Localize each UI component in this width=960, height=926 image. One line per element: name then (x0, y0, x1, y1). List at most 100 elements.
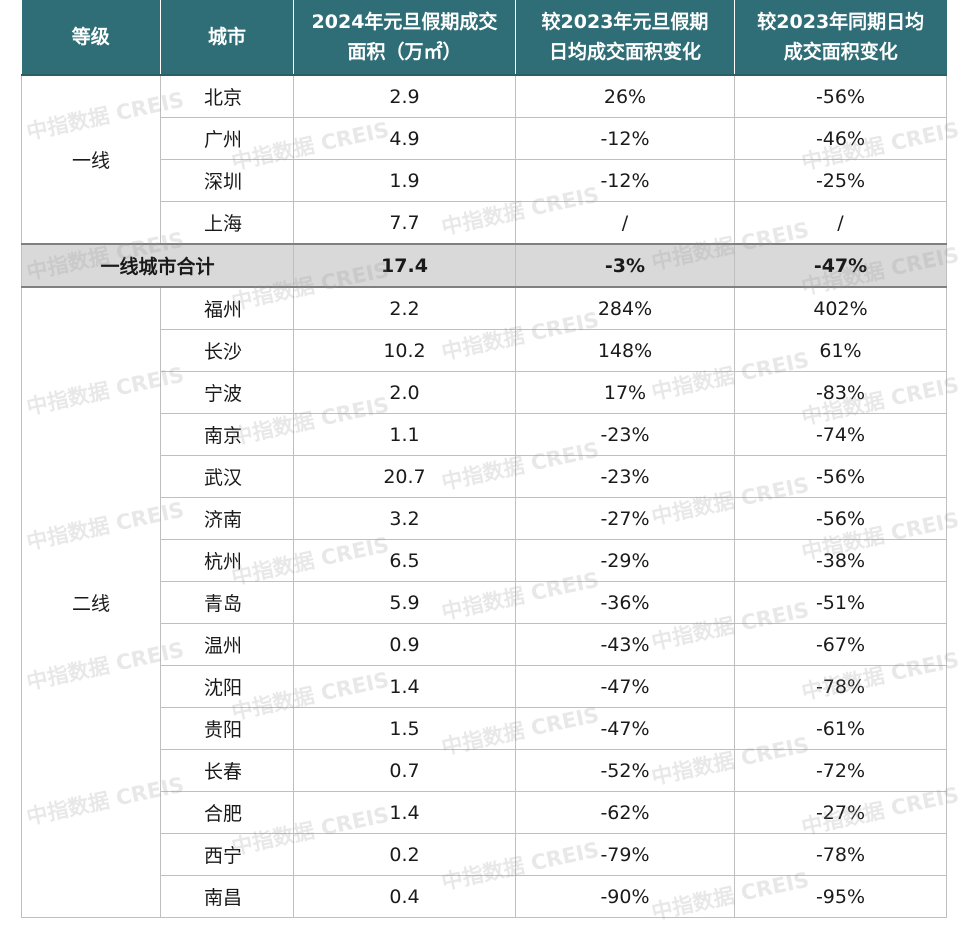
vs-period-value: -25% (734, 159, 947, 202)
table-row: 长春 0.7 -52% -72% (22, 749, 947, 792)
vs-holiday-value: -79% (515, 833, 735, 876)
vs-period-value: -51% (734, 581, 947, 624)
vs-holiday-value: -43% (515, 623, 735, 666)
city-name: 济南 (160, 497, 294, 540)
table-row: 杭州 6.5 -29% -38% (22, 539, 947, 582)
tier-label: 一线 (21, 75, 161, 245)
vs-period-value: -56% (734, 455, 947, 498)
area-value: 1.9 (293, 159, 516, 202)
table-row: 贵阳 1.5 -47% -61% (22, 707, 947, 750)
area-value: 1.4 (293, 791, 516, 834)
table-row: 长沙 10.2 148% 61% (22, 329, 947, 372)
table-row: 深圳 1.9 -12% -25% (22, 159, 947, 202)
header-tier: 等级 (21, 0, 161, 76)
area-value: 0.9 (293, 623, 516, 666)
table-row: 上海 7.7// (22, 201, 947, 245)
vs-period-value: -72% (734, 749, 947, 792)
area-value: 20.7 (293, 455, 516, 498)
table-row: 温州 0.9 -43% -67% (22, 623, 947, 666)
table-row: 武汉 20.7 -23% -56% (22, 455, 947, 498)
vs-period-value: 61% (734, 329, 947, 372)
area-value: 2.2 (293, 287, 516, 330)
table-row: 沈阳 1.4 -47% -78% (22, 665, 947, 708)
data-table: 等级 城市 2024年元旦假期成交 面积（万㎡） 较2023年元旦假期 日均成交… (21, 0, 947, 918)
vs-holiday-value: / (515, 201, 735, 245)
tier1-total-row: 一线城市合计 17.4 -3% -47% (21, 243, 947, 288)
data-table-wrapper: 等级 城市 2024年元旦假期成交 面积（万㎡） 较2023年元旦假期 日均成交… (21, 0, 947, 918)
table-row: 广州 4.9 -12% -46% (22, 117, 947, 160)
area-value: 2.0 (293, 371, 516, 414)
vs-holiday-value: -12% (515, 159, 735, 202)
header-city: 城市 (160, 0, 294, 76)
city-name: 上海 (160, 201, 294, 245)
vs-period-value: 402% (734, 287, 947, 330)
vs-period-value: -56% (734, 75, 947, 118)
vs-holiday-value: -47% (515, 707, 735, 750)
area-value: 3.2 (293, 497, 516, 540)
header-vs-period: 较2023年同期日均 成交面积变化 (734, 0, 947, 76)
vs-period-value: -46% (734, 117, 947, 160)
header-vs-holiday: 较2023年元旦假期 日均成交面积变化 (515, 0, 735, 76)
vs-holiday-value: 26% (515, 75, 735, 118)
vs-holiday-value: -29% (515, 539, 735, 582)
city-name: 南京 (160, 413, 294, 456)
vs-holiday-value: -90% (515, 875, 735, 918)
vs-period-value: -78% (734, 665, 947, 708)
area-value: 0.2 (293, 833, 516, 876)
table-row: 西宁 0.2 -79% -78% (22, 833, 947, 876)
area-value: 10.2 (293, 329, 516, 372)
vs-holiday-value: -36% (515, 581, 735, 624)
vs-holiday-value: -62% (515, 791, 735, 834)
vs-holiday-value: -52% (515, 749, 735, 792)
city-name: 沈阳 (160, 665, 294, 708)
vs-period-value: -83% (734, 371, 947, 414)
vs-period-value: -67% (734, 623, 947, 666)
city-name: 长沙 (160, 329, 294, 372)
vs-holiday-value: -27% (515, 497, 735, 540)
city-name: 北京 (160, 75, 294, 118)
table-row: 一线 北京 2.9 26% -56% (21, 75, 947, 245)
vs-holiday-value: -23% (515, 413, 735, 456)
vs-holiday-value: 17% (515, 371, 735, 414)
header-area: 2024年元旦假期成交 面积（万㎡） (293, 0, 516, 76)
city-name: 杭州 (160, 539, 294, 582)
vs-holiday-value: -12% (515, 117, 735, 160)
vs-period-value: -56% (734, 497, 947, 540)
vs-period-value: -38% (734, 539, 947, 582)
vs-period-value: -27% (734, 791, 947, 834)
vs-period-value: -61% (734, 707, 947, 750)
table-row: 合肥 1.4 -62% -27% (22, 791, 947, 834)
total-vs-period-value: -47% (734, 243, 947, 288)
vs-period-value: -78% (734, 833, 947, 876)
area-value: 6.5 (293, 539, 516, 582)
city-name: 西宁 (160, 833, 294, 876)
total-vs-holiday-value: -3% (515, 243, 735, 288)
tier-label: 二线 (21, 287, 161, 918)
total-label: 一线城市合计 (21, 243, 294, 288)
header-row: 等级 城市 2024年元旦假期成交 面积（万㎡） 较2023年元旦假期 日均成交… (21, 0, 947, 76)
table-row: 宁波 2.0 17% -83% (22, 371, 947, 414)
area-value: 4.9 (293, 117, 516, 160)
vs-period-value: -74% (734, 413, 947, 456)
city-name: 福州 (160, 287, 294, 330)
table-row: 南京 1.1 -23% -74% (22, 413, 947, 456)
area-value: 1.1 (293, 413, 516, 456)
city-name: 深圳 (160, 159, 294, 202)
area-value: 1.4 (293, 665, 516, 708)
city-name: 宁波 (160, 371, 294, 414)
area-value: 0.4 (293, 875, 516, 918)
vs-holiday-value: -23% (515, 455, 735, 498)
vs-holiday-value: 284% (515, 287, 735, 330)
city-name: 武汉 (160, 455, 294, 498)
city-name: 广州 (160, 117, 294, 160)
total-area-value: 17.4 (293, 243, 516, 288)
city-name: 温州 (160, 623, 294, 666)
vs-period-value: / (734, 201, 947, 245)
area-value: 5.9 (293, 581, 516, 624)
table-row: 济南 3.2 -27% -56% (22, 497, 947, 540)
area-value: 7.7 (293, 201, 516, 245)
area-value: 2.9 (293, 75, 516, 118)
city-name: 贵阳 (160, 707, 294, 750)
vs-holiday-value: -47% (515, 665, 735, 708)
area-value: 0.7 (293, 749, 516, 792)
